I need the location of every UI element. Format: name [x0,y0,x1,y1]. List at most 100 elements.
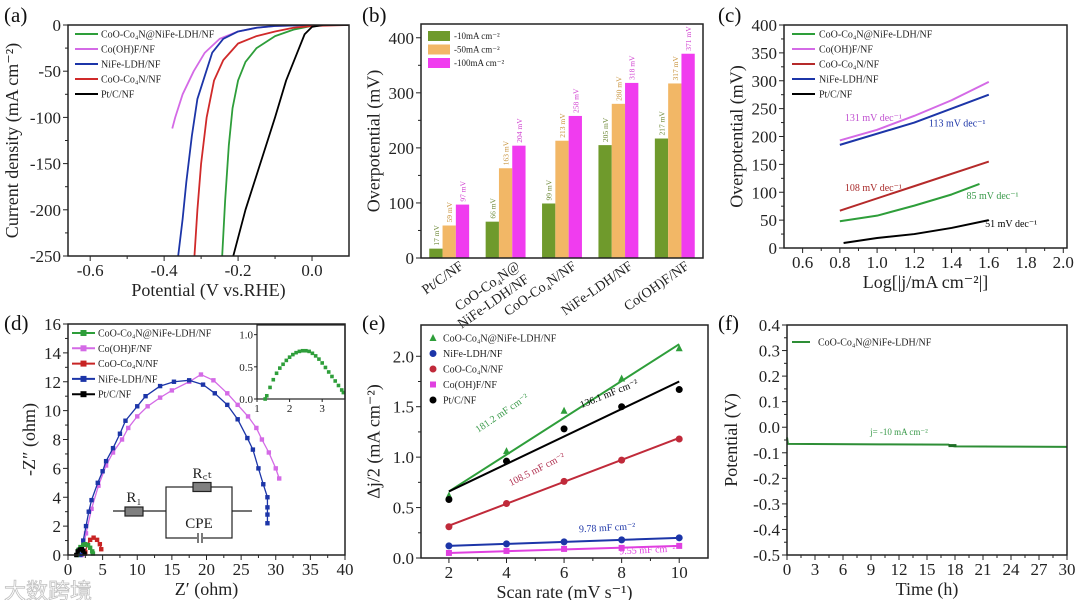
data-point [81,538,86,543]
bar-value-label: 205 mV [601,117,610,142]
data-point [560,425,568,433]
data-point [211,378,216,383]
data-point [96,483,101,488]
inset-point [278,366,282,370]
y-axis-label: Overpotential (mV) [364,70,385,212]
data-point [265,505,270,510]
data-point [97,541,103,547]
bar-value-label: 66 mV [488,197,497,218]
capacitance-label: 9.55 mF cm⁻² [619,543,676,557]
equivalent-circuit [113,481,252,543]
data-point [103,463,109,468]
x-tick-label: 9 [867,560,876,579]
y-tick-label: 0.1 [759,393,780,412]
bar [654,138,669,258]
tafel-slope-label: 108 mV dec⁻¹ [845,183,902,194]
data-point [273,466,278,471]
tafel-slope-label: 51 mV dec⁻¹ [985,219,1037,230]
bar [598,145,612,258]
y-axis-label: -Z″ (ohm) [19,403,40,476]
x-tick-label: 30 [267,560,284,579]
legend-marker [429,396,437,404]
legend-label: CoO-Co₄N@NiFe-LDH/NF [443,334,557,345]
data-point [87,537,93,543]
x-tick-label: 27 [1031,560,1049,579]
legend-label: -50mA cm⁻² [454,45,500,55]
legend-label: Co(OH)F/NF [443,380,497,391]
x-tick-label: 35 [302,560,319,579]
data-point [618,536,626,544]
data-point [259,437,265,442]
x-axis-label: Z′ (ohm) [175,579,238,600]
y-tick-label: 400 [389,29,415,48]
x-tick-label: 1.0 [866,253,887,272]
data-point [675,344,683,352]
panel-label: (f) [718,311,739,335]
bar [568,115,582,258]
x-tick-label: 1.6 [978,253,999,272]
panel-e-cdl: CoO-Co₄N@NiFe-LDH/NF NiFe-LDH/NF CoO-Co₄N/… [362,311,709,600]
inset-point [320,361,324,365]
y-tick-label: 300 [389,84,415,103]
inset-point [326,370,331,374]
inset-x-tick-label: 2 [287,403,293,415]
bar-value-label: 371 mV [684,26,693,51]
data-blip [948,444,957,448]
inset-y-tick-label: 0.0 [239,394,253,406]
x-tick-label: 6 [839,560,848,579]
data-point [266,450,272,455]
panel-label: (e) [362,311,385,335]
y-tick-label: 12 [44,373,61,392]
bar [442,225,456,258]
x-tick-label: 24 [1003,560,1021,579]
data-point [143,393,148,399]
fit-line [448,380,680,493]
x-tick-label: 30 [1059,560,1076,579]
y-tick-label: 4 [53,488,62,507]
data-point [135,414,140,419]
legend-label: NiFe-LDH/NF [443,349,503,360]
current-density-label: j= -10 mA cm⁻² [869,427,928,437]
legend-swatch [428,31,450,41]
data-point [502,457,510,465]
data-point [91,535,96,540]
inset-point [294,350,298,355]
data-point [95,480,100,486]
data-point [85,542,91,548]
y-tick-label: 200 [389,139,415,158]
tafel-line [843,219,990,244]
y-tick-label: -0.3 [753,495,780,514]
bar-value-label: 213 mV [558,113,567,138]
y-tick-label: 0.4 [759,316,781,335]
y-tick-label: 100 [752,183,778,202]
y-tick-label: 16 [44,315,61,334]
x-tick-label: 40 [337,560,354,579]
data-point [618,456,626,464]
x-tick-label: 20 [198,560,215,579]
data-point [225,402,230,408]
data-point [560,477,568,485]
legend-label: CoO-Co₄N@NiFe-LDH/NF [98,329,212,340]
data-point [502,540,510,548]
y-tick-label: 300 [752,72,778,91]
data-point [618,544,625,551]
data-point [89,506,94,511]
data-point [86,509,91,514]
x-tick-label: 2 [445,563,454,582]
y-tick-label: 0 [53,16,62,35]
legend-label: Co(OH)F/NF [819,45,873,56]
inset-point [339,388,344,392]
x-tick-label: 1.2 [904,253,925,272]
y-tick-label: 100 [389,194,415,213]
inset-point [281,362,285,367]
legend-label: Pt/C/NF [98,390,132,401]
bar-value-label: 217 mV [658,111,667,136]
x-tick-label: 10 [671,563,688,582]
legend-label: Pt/C/NF [101,90,135,101]
series-line [193,25,349,256]
inset-point [300,348,305,353]
y-tick-label: 200 [752,128,778,147]
panel-c-tafel: CoO-Co₄N@NiFe-LDH/NF Co(OH)F/NF CoO-Co₄N/N… [718,3,1074,292]
panel-f-stability: CoO-Co₄N@NiFe-LDH/NF j= -10 mA cm⁻² 0 3 6 9 12… [718,311,1076,600]
x-axis-label: Scan rate (mV s⁻¹) [496,582,632,600]
